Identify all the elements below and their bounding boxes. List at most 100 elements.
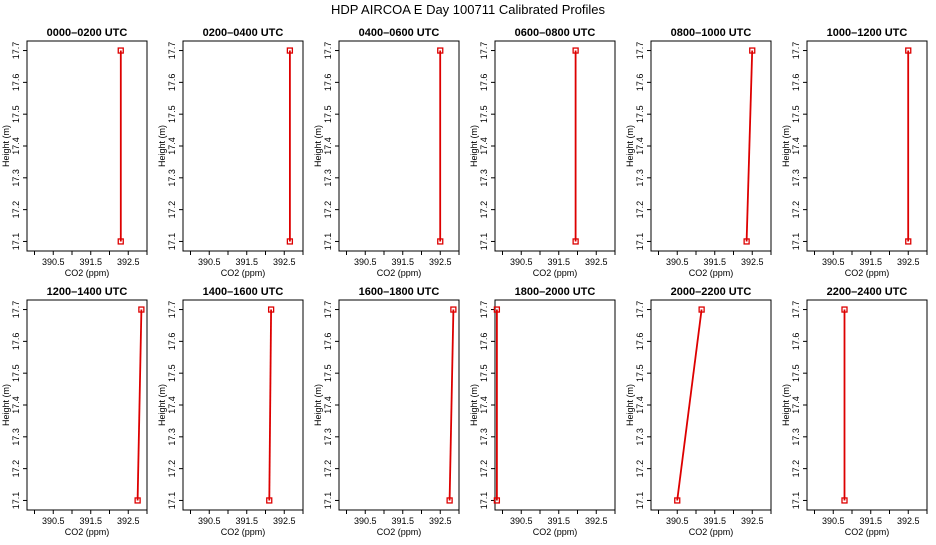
x-tick-label: 392.5 <box>117 516 140 526</box>
plot-frame <box>650 40 772 252</box>
profile-line <box>136 309 143 501</box>
y-tick-label: 17.4 <box>479 396 489 414</box>
x-tick-label: 392.5 <box>897 516 920 526</box>
data-point-marker <box>267 306 275 313</box>
y-tick-label: 17.6 <box>167 74 177 92</box>
plot-frame <box>182 299 304 511</box>
y-tick-label: 17.1 <box>11 233 21 251</box>
y-tick-label: 17.4 <box>635 396 645 414</box>
data-point-marker <box>450 306 457 313</box>
y-tick-label: 17.2 <box>167 201 177 219</box>
y-axis-label: Height (m) <box>625 384 635 426</box>
y-tick-label: 17.4 <box>791 137 801 155</box>
y-tick-label: 17.5 <box>635 364 645 382</box>
x-tick-label: 390.5 <box>510 516 533 526</box>
plot-frame <box>26 40 148 252</box>
panel-4: 0600–0800 UTC 390.5 391.5 392.5 17.1 17.2 17.3… <box>469 27 616 278</box>
data-point-marker <box>841 306 848 313</box>
x-tick-label: 391.5 <box>547 516 570 526</box>
panel-1: 0000–0200 UTC 390.5 391.5 392.5 17.1 17.2 17.3… <box>1 27 148 278</box>
y-axis-label: Height (m) <box>313 125 323 167</box>
y-tick-label: 17.2 <box>635 201 645 219</box>
x-tick-label: 392.5 <box>585 516 608 526</box>
x-tick-label: 390.5 <box>822 257 845 267</box>
y-tick-label: 17.1 <box>479 492 489 510</box>
y-tick-label: 17.5 <box>635 105 645 123</box>
y-tick-label: 17.1 <box>635 233 645 251</box>
x-tick-label: 392.5 <box>117 257 140 267</box>
x-tick-label: 392.5 <box>741 516 764 526</box>
y-tick-label: 17.4 <box>791 396 801 414</box>
x-axis-label: CO2 (ppm) <box>221 527 266 537</box>
y-tick-label: 17.2 <box>11 460 21 478</box>
data-point-marker <box>841 497 848 504</box>
data-point-marker <box>138 306 145 313</box>
y-tick-label: 17.2 <box>167 460 177 478</box>
y-tick-label: 17.6 <box>479 74 489 92</box>
x-tick-label: 391.5 <box>391 257 414 267</box>
y-tick-label: 17.1 <box>167 233 177 251</box>
y-axis-label: Height (m) <box>157 384 167 426</box>
panel-title: 1600–1800 UTC <box>359 286 440 298</box>
y-tick-label: 17.1 <box>791 492 801 510</box>
x-axis-label: CO2 (ppm) <box>689 527 734 537</box>
y-tick-label: 17.2 <box>791 460 801 478</box>
y-tick-label: 17.1 <box>635 492 645 510</box>
data-point-marker <box>117 47 124 54</box>
profile-line <box>268 309 272 501</box>
x-axis-label: CO2 (ppm) <box>65 527 110 537</box>
data-point-marker <box>266 497 273 504</box>
y-tick-label: 17.6 <box>323 74 333 92</box>
plot-frame <box>650 299 772 511</box>
x-axis-label: CO2 (ppm) <box>533 268 578 278</box>
panel-7: 1200–1400 UTC 390.5 391.5 392.5 17.1 17.2 17.3… <box>1 286 148 537</box>
y-tick-label: 17.6 <box>11 74 21 92</box>
panel-title: 1200–1400 UTC <box>47 286 128 298</box>
y-tick-label: 17.4 <box>635 137 645 155</box>
y-tick-label: 17.1 <box>479 233 489 251</box>
plot-frame <box>338 299 460 511</box>
x-axis-label: CO2 (ppm) <box>533 527 578 537</box>
y-tick-label: 17.4 <box>167 396 177 414</box>
panel-title: 0200–0400 UTC <box>203 27 284 39</box>
y-tick-label: 17.4 <box>323 137 333 155</box>
y-tick-label: 17.7 <box>635 301 645 319</box>
panel-title: 0600–0800 UTC <box>515 27 596 39</box>
y-tick-label: 17.6 <box>635 74 645 92</box>
y-tick-label: 17.3 <box>167 169 177 187</box>
x-axis-label: CO2 (ppm) <box>689 268 734 278</box>
y-tick-label: 17.4 <box>323 396 333 414</box>
y-tick-label: 17.7 <box>635 42 645 60</box>
x-tick-label: 392.5 <box>897 257 920 267</box>
x-tick-label: 391.5 <box>235 516 258 526</box>
panel-8: 1400–1600 UTC 390.5 391.5 392.5 17.1 17.2 17.3… <box>157 286 304 537</box>
y-tick-label: 17.6 <box>635 333 645 351</box>
x-axis-label: CO2 (ppm) <box>221 268 266 278</box>
x-axis-label: CO2 (ppm) <box>377 527 422 537</box>
y-tick-label: 17.5 <box>323 364 333 382</box>
y-tick-label: 17.3 <box>791 169 801 187</box>
panel-9: 1600–1800 UTC 390.5 391.5 392.5 17.1 17.2 17.3… <box>313 286 460 537</box>
panel-title: 0800–1000 UTC <box>671 27 752 39</box>
y-tick-label: 17.3 <box>11 169 21 187</box>
x-axis-label: CO2 (ppm) <box>845 527 890 537</box>
data-point-marker <box>493 306 501 313</box>
y-tick-label: 17.5 <box>167 364 177 382</box>
x-tick-label: 390.5 <box>822 516 845 526</box>
plot-frame <box>494 299 616 511</box>
y-tick-label: 17.1 <box>323 233 333 251</box>
data-point-marker <box>749 47 756 54</box>
x-tick-label: 390.5 <box>510 257 533 267</box>
panel-10: 1800–2000 UTC 390.5 391.5 392.5 17.1 17.2 17.3… <box>469 286 616 537</box>
panel-title: 1800–2000 UTC <box>515 286 596 298</box>
data-point-marker <box>437 47 444 54</box>
y-tick-label: 17.5 <box>323 105 333 123</box>
y-axis-label: Height (m) <box>625 125 635 167</box>
y-tick-label: 17.6 <box>167 333 177 351</box>
panel-title: 1000–1200 UTC <box>827 27 908 39</box>
plot-frame <box>494 40 616 252</box>
data-point-marker <box>134 497 141 504</box>
panel-5: 0800–1000 UTC 390.5 391.5 392.5 17.1 17.2 17.3… <box>625 27 772 278</box>
y-tick-label: 17.6 <box>791 74 801 92</box>
y-tick-label: 17.4 <box>11 137 21 155</box>
